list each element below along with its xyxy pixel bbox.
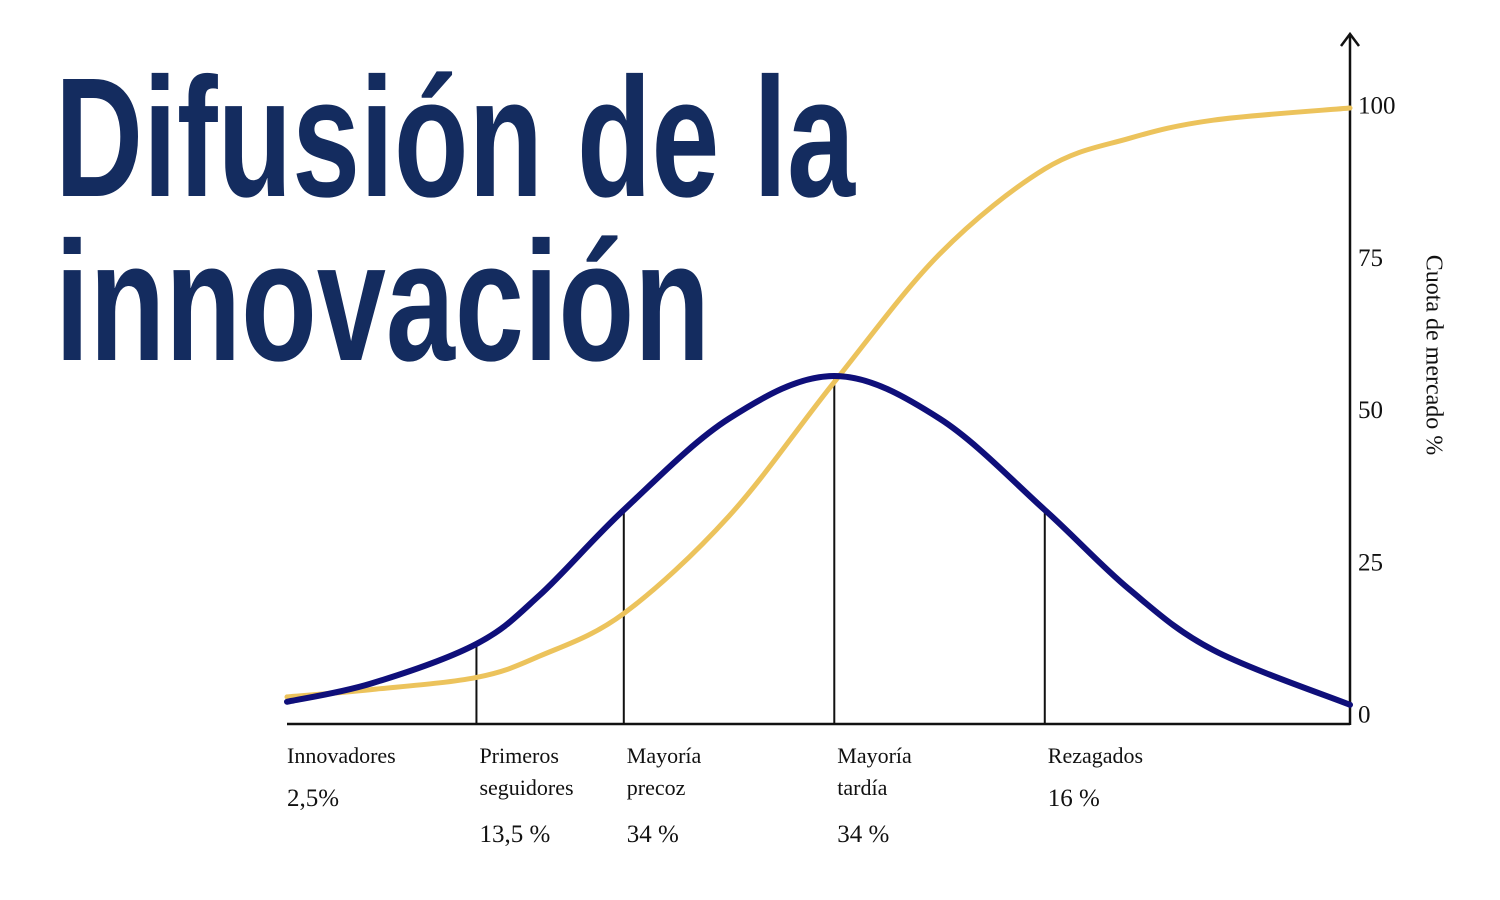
segment-label-line: Mayoría <box>837 743 912 768</box>
segment-label: Primeros seguidores <box>479 743 573 800</box>
y-axis-label: Cuota de mercado % <box>1420 255 1446 456</box>
segment-label: Innovadores <box>287 743 396 768</box>
segment-share: 34 % <box>627 821 679 848</box>
segment-label: Mayoría tardía <box>837 743 912 800</box>
segment-label-line: Rezagados <box>1048 743 1143 768</box>
y-tick-label: 50 <box>1358 397 1383 424</box>
series-line <box>284 105 1353 700</box>
segment-share: 13,5 % <box>479 821 550 848</box>
y-tick-label: 0 <box>1358 702 1371 729</box>
segment-label-line: precoz <box>627 775 686 800</box>
segment-label-line: tardía <box>837 775 887 800</box>
y-tick-label: 100 <box>1358 93 1396 120</box>
chart-title: innovación <box>55 207 710 397</box>
y-tick-label: 75 <box>1358 245 1383 272</box>
segment-label: Mayoría precoz <box>627 743 702 800</box>
series-line <box>284 372 1353 708</box>
y-tick-label: 25 <box>1358 549 1383 576</box>
chart-title: Difusión de la <box>55 43 856 233</box>
segment-share: 34 % <box>837 821 889 848</box>
segment-label-line: Mayoría <box>627 743 702 768</box>
segment-label-line: Innovadores <box>287 743 396 768</box>
segment-label: Rezagados <box>1048 743 1143 768</box>
segment-share: 16 % <box>1048 785 1100 812</box>
segment-share: 2,5% <box>287 785 339 812</box>
segment-label-line: seguidores <box>479 775 573 800</box>
axis-arrow <box>1340 31 1360 47</box>
segment-label-line: Primeros <box>479 743 558 768</box>
